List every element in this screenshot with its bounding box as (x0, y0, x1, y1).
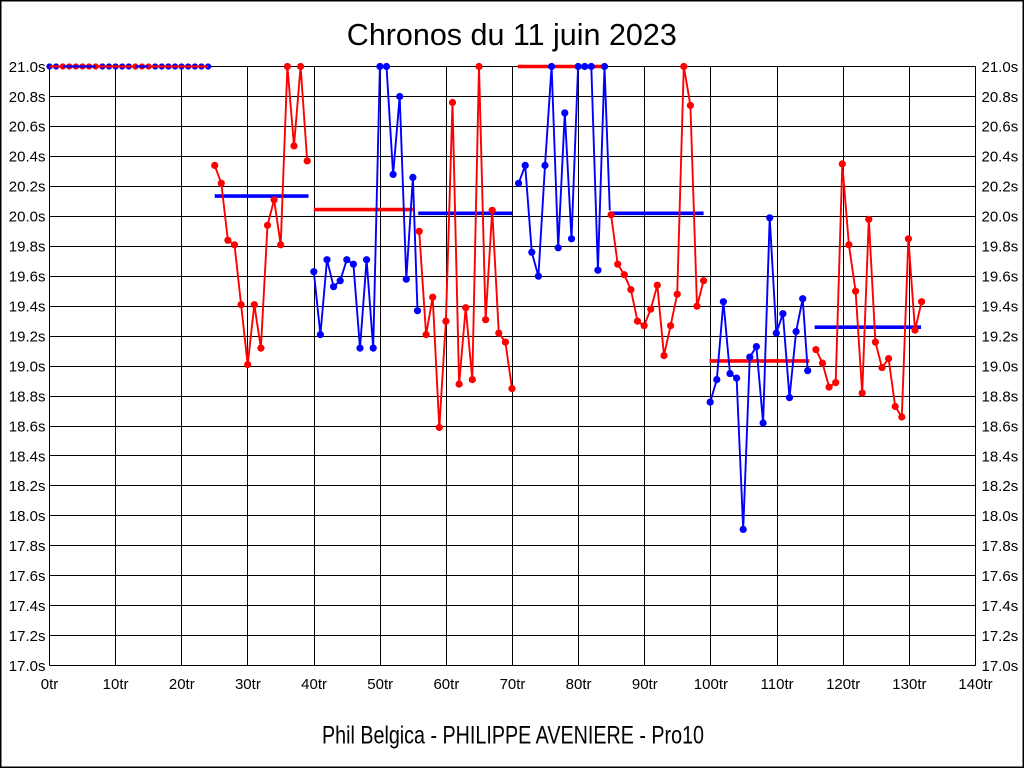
svg-text:19.6s: 19.6s (982, 269, 1019, 286)
svg-text:17.6s: 17.6s (982, 568, 1019, 585)
svg-text:90tr: 90tr (632, 676, 658, 693)
svg-text:21.0s: 21.0s (982, 59, 1019, 76)
svg-text:40tr: 40tr (301, 676, 327, 693)
svg-text:18.8s: 18.8s (982, 388, 1019, 405)
svg-text:10tr: 10tr (103, 676, 129, 693)
svg-text:70tr: 70tr (500, 676, 526, 693)
svg-text:19.4s: 19.4s (982, 299, 1019, 316)
svg-text:17.2s: 17.2s (9, 628, 46, 645)
svg-text:20.6s: 20.6s (982, 119, 1019, 136)
svg-text:20.0s: 20.0s (9, 209, 46, 226)
svg-text:19.8s: 19.8s (9, 239, 46, 256)
svg-text:19.4s: 19.4s (9, 299, 46, 316)
svg-text:17.4s: 17.4s (982, 598, 1019, 615)
svg-text:18.4s: 18.4s (982, 448, 1019, 465)
svg-text:50tr: 50tr (367, 676, 393, 693)
svg-text:18.2s: 18.2s (982, 478, 1019, 495)
svg-text:Chronos du 11 juin 2023: Chronos du 11 juin 2023 (347, 17, 677, 52)
svg-text:30tr: 30tr (235, 676, 261, 693)
svg-text:20.2s: 20.2s (982, 179, 1019, 196)
svg-text:20.0s: 20.0s (982, 209, 1019, 226)
svg-text:19.0s: 19.0s (982, 358, 1019, 375)
svg-text:20.4s: 20.4s (982, 149, 1019, 166)
svg-text:18.8s: 18.8s (9, 388, 46, 405)
svg-text:17.2s: 17.2s (982, 628, 1019, 645)
svg-text:80tr: 80tr (566, 676, 592, 693)
svg-text:20.2s: 20.2s (9, 179, 46, 196)
svg-text:20.6s: 20.6s (9, 119, 46, 136)
svg-text:0tr: 0tr (41, 676, 59, 693)
svg-text:18.4s: 18.4s (9, 448, 46, 465)
svg-text:20.4s: 20.4s (9, 149, 46, 166)
svg-text:19.2s: 19.2s (982, 328, 1019, 345)
svg-text:19.0s: 19.0s (9, 358, 46, 375)
svg-text:17.0s: 17.0s (9, 658, 46, 675)
svg-text:20.8s: 20.8s (9, 89, 46, 106)
svg-text:110tr: 110tr (761, 676, 794, 693)
svg-text:60tr: 60tr (433, 676, 459, 693)
svg-text:Phil Belgica - PHILIPPE AVENIE: Phil Belgica - PHILIPPE AVENIERE - Pro10 (322, 722, 704, 750)
svg-text:19.8s: 19.8s (982, 239, 1019, 256)
svg-text:17.0s: 17.0s (982, 658, 1019, 675)
svg-text:100tr: 100tr (694, 676, 728, 693)
svg-text:140tr: 140tr (958, 676, 992, 693)
svg-text:17.4s: 17.4s (9, 598, 46, 615)
svg-text:19.6s: 19.6s (9, 269, 46, 286)
svg-text:130tr: 130tr (892, 676, 926, 693)
svg-text:18.0s: 18.0s (9, 508, 46, 525)
svg-text:18.0s: 18.0s (982, 508, 1019, 525)
svg-text:20.8s: 20.8s (982, 89, 1019, 106)
svg-text:18.2s: 18.2s (9, 478, 46, 495)
svg-text:19.2s: 19.2s (9, 328, 46, 345)
svg-text:20tr: 20tr (169, 676, 195, 693)
svg-text:120tr: 120tr (826, 676, 860, 693)
svg-text:18.6s: 18.6s (9, 418, 46, 435)
svg-text:17.6s: 17.6s (9, 568, 46, 585)
svg-text:17.8s: 17.8s (9, 538, 46, 555)
svg-text:21.0s: 21.0s (9, 59, 46, 76)
svg-text:18.6s: 18.6s (982, 418, 1019, 435)
svg-text:17.8s: 17.8s (982, 538, 1019, 555)
